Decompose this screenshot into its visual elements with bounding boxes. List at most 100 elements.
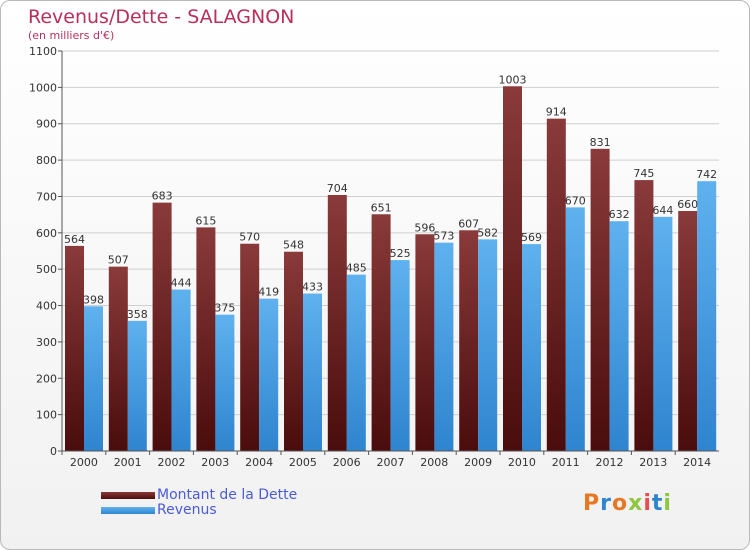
proxiti-logo: Proxiti (583, 491, 672, 516)
y-tick-label: 1000 (29, 81, 57, 94)
legend-label-revenus: Revenus (157, 502, 217, 518)
bar-dette (240, 243, 260, 451)
bar-revenus (653, 216, 673, 451)
bar-dette (634, 180, 654, 451)
x-tick-label: 2005 (289, 456, 317, 469)
x-tick-label: 2010 (508, 456, 536, 469)
axes: 0 100 200 300 400 500 600 700 800 900 1000 1100 2000… (29, 45, 719, 469)
data-label-revenus: 569 (521, 231, 542, 244)
data-label-dette: 745 (633, 167, 654, 180)
data-label-revenus: 419 (258, 286, 279, 299)
x-tick-label: 2000 (70, 456, 98, 469)
data-label-revenus: 485 (346, 262, 367, 275)
bar-dette (503, 86, 522, 451)
bar-dette (65, 245, 84, 451)
data-label-revenus: 375 (214, 302, 235, 315)
bar-revenus (434, 242, 454, 451)
chart-title: Revenus/Dette - SALAGNON (28, 6, 295, 28)
bar-revenus (522, 244, 541, 451)
legend-label-dette: Montant de la Dette (157, 487, 298, 503)
x-tick-label: 2003 (201, 456, 229, 469)
data-label-dette: 660 (677, 198, 698, 211)
bar-dette (459, 230, 479, 451)
bar-dette (196, 227, 216, 451)
x-tick-label: 2001 (114, 456, 142, 469)
data-label-revenus: 398 (83, 293, 104, 306)
data-label-dette: 683 (152, 190, 173, 203)
bar-revenus (346, 274, 366, 451)
data-label-dette: 704 (327, 182, 348, 195)
data-label-revenus: 632 (609, 208, 630, 221)
x-tick-label: 2006 (333, 456, 361, 469)
x-tick-label: 2013 (639, 456, 667, 469)
data-label-dette: 564 (64, 233, 85, 246)
bar-revenus (565, 207, 585, 451)
x-tick-label: 2014 (683, 456, 711, 469)
bar-dette (371, 214, 391, 451)
data-label-revenus: 742 (696, 168, 717, 181)
bar-revenus (390, 260, 410, 451)
bar-revenus (478, 239, 498, 451)
y-tick-label: 300 (36, 336, 57, 349)
legend-swatch-revenus (101, 506, 155, 514)
chart-subtitle: (en milliers d'€) (28, 29, 115, 42)
bar-dette (284, 251, 303, 451)
y-tick-label: 100 (36, 409, 57, 422)
bar-revenus (171, 289, 191, 451)
x-tick-label: 2009 (464, 456, 492, 469)
data-label-revenus: 573 (433, 230, 454, 243)
data-label-dette: 607 (458, 217, 479, 230)
x-tick-label: 2004 (245, 456, 273, 469)
y-tick-label: 500 (36, 263, 57, 276)
bar-dette (415, 234, 435, 451)
y-tick-label: 800 (36, 154, 57, 167)
x-tick-label: 2012 (596, 456, 624, 469)
legend-swatch-dette (101, 491, 155, 499)
data-label-revenus: 582 (477, 226, 498, 239)
data-labels: 564 398 507 358 683 444 615 375 570 419 548 433 704 4… (64, 73, 717, 321)
x-tick-label: 2002 (158, 456, 186, 469)
data-label-dette: 831 (590, 136, 611, 149)
bars (65, 86, 717, 452)
y-tick-label: 1100 (29, 45, 57, 58)
y-tick-label: 700 (36, 190, 57, 203)
bar-revenus (303, 293, 322, 451)
bar-dette (327, 195, 347, 451)
data-label-dette: 615 (195, 214, 216, 227)
bar-revenus (215, 314, 235, 451)
y-tick-label: 200 (36, 372, 57, 385)
bar-revenus (84, 306, 103, 451)
y-tick-label: 600 (36, 227, 57, 240)
data-label-dette: 1003 (499, 73, 527, 86)
data-label-revenus: 644 (652, 204, 673, 217)
bar-revenus (697, 181, 717, 451)
x-tick-label: 2007 (377, 456, 405, 469)
data-label-revenus: 358 (127, 308, 148, 321)
data-label-revenus: 444 (171, 277, 192, 290)
data-label-revenus: 525 (390, 247, 411, 260)
data-label-dette: 651 (371, 201, 392, 214)
x-tick-label: 2011 (552, 456, 580, 469)
data-label-dette: 548 (283, 239, 304, 252)
bar-dette (108, 266, 128, 451)
data-label-revenus: 433 (302, 281, 323, 294)
bar-dette (152, 202, 172, 451)
data-label-dette: 507 (108, 254, 129, 267)
data-label-dette: 596 (414, 221, 435, 234)
legend-item-dette: Montant de la Dette (101, 487, 298, 503)
y-tick-label: 400 (36, 300, 57, 313)
bar-dette (546, 118, 566, 452)
legend-item-revenus: Revenus (101, 502, 217, 518)
bar-revenus (609, 221, 629, 451)
bar-dette (590, 148, 610, 451)
data-label-revenus: 670 (565, 194, 586, 207)
x-tick-label: 2008 (420, 456, 448, 469)
data-label-dette: 570 (239, 231, 260, 244)
data-label-dette: 914 (546, 106, 567, 119)
bar-dette (678, 211, 698, 451)
y-tick-label: 0 (50, 445, 57, 458)
y-tick-label: 900 (36, 118, 57, 131)
bar-revenus (259, 298, 279, 451)
